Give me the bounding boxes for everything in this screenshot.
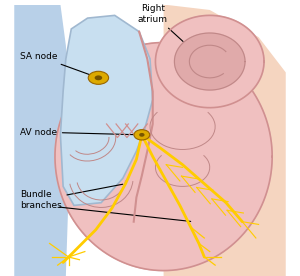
Text: AV node: AV node	[20, 128, 139, 137]
Polygon shape	[55, 43, 272, 270]
Text: SA node: SA node	[20, 52, 96, 77]
Polygon shape	[60, 15, 153, 205]
Ellipse shape	[139, 133, 145, 137]
Polygon shape	[14, 4, 71, 276]
Polygon shape	[164, 4, 286, 276]
Polygon shape	[174, 33, 245, 90]
Text: Bundle
branches: Bundle branches	[20, 184, 123, 210]
Ellipse shape	[134, 130, 150, 140]
Ellipse shape	[88, 71, 109, 84]
Polygon shape	[155, 15, 264, 108]
Ellipse shape	[94, 75, 102, 80]
Text: Right
atrium: Right atrium	[138, 4, 194, 52]
